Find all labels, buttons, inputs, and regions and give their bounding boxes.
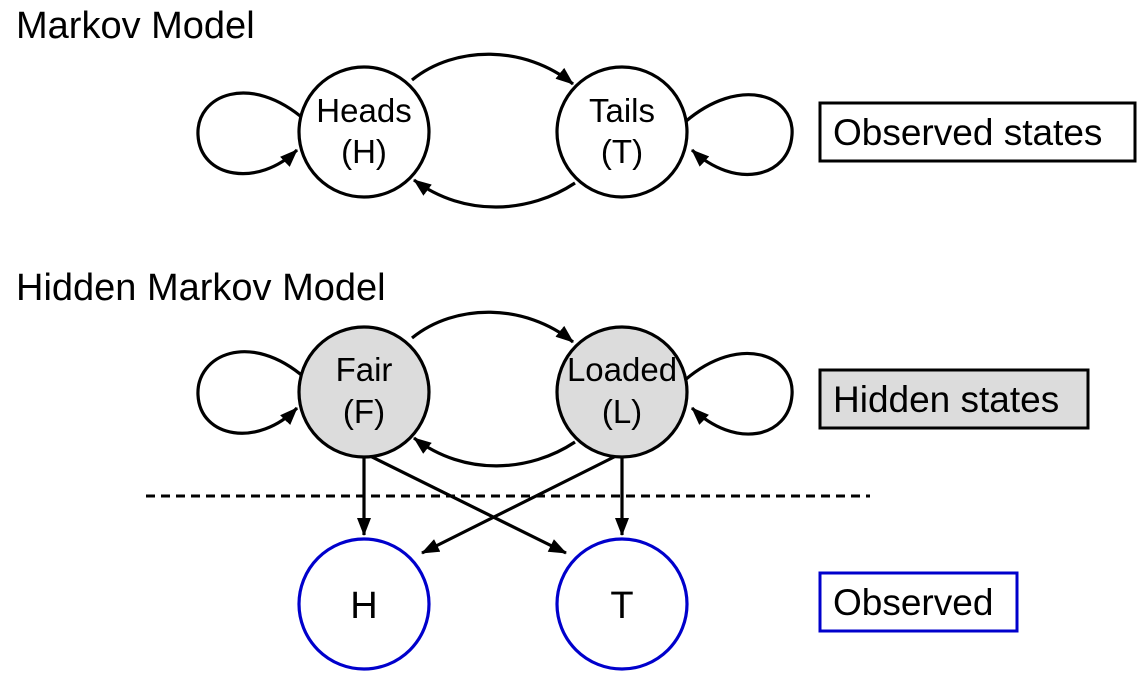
- heads-self-loop: [196, 91, 307, 176]
- markov-model-title: Markov Model: [16, 5, 255, 47]
- loaded-self-loop: [683, 351, 794, 436]
- legend-observed-label: Observed: [833, 582, 993, 623]
- legend-observed: Observed: [818, 571, 1019, 633]
- loaded-to-fair-arrow: [413, 436, 576, 468]
- state-fair-symbol: (F): [343, 393, 385, 430]
- state-tails: Tails (T): [555, 65, 689, 199]
- state-loaded: Loaded (L): [555, 325, 689, 459]
- observed-h-label: H: [350, 585, 377, 627]
- hmm-title: Hidden Markov Model: [16, 267, 386, 309]
- loaded-to-h-arrow: [421, 454, 617, 555]
- legend-hidden-states-label: Hidden states: [833, 379, 1059, 420]
- state-tails-symbol: (T): [601, 133, 643, 170]
- tails-to-heads-arrow: [413, 178, 576, 209]
- state-heads: Heads (H): [297, 65, 431, 199]
- tails-self-loop: [683, 93, 794, 176]
- legend-observed-states: Observed states: [818, 101, 1137, 163]
- state-heads-name: Heads: [316, 92, 411, 129]
- state-fair: Fair (F): [297, 325, 431, 459]
- observed-h: H: [297, 537, 431, 671]
- state-tails-name: Tails: [589, 92, 655, 129]
- fair-self-loop: [196, 350, 307, 435]
- state-loaded-symbol: (L): [602, 393, 642, 430]
- state-heads-symbol: (H): [341, 133, 387, 170]
- legend-hidden-states: Hidden states: [818, 368, 1090, 430]
- fair-to-t-arrow: [369, 454, 567, 555]
- state-fair-name: Fair: [336, 351, 393, 388]
- state-loaded-name: Loaded: [567, 351, 677, 388]
- heads-to-tails-arrow: [410, 52, 575, 86]
- observed-t: T: [555, 537, 689, 671]
- observed-t-label: T: [610, 585, 633, 627]
- fair-to-loaded-arrow: [410, 310, 575, 344]
- legend-observed-states-label: Observed states: [833, 112, 1102, 153]
